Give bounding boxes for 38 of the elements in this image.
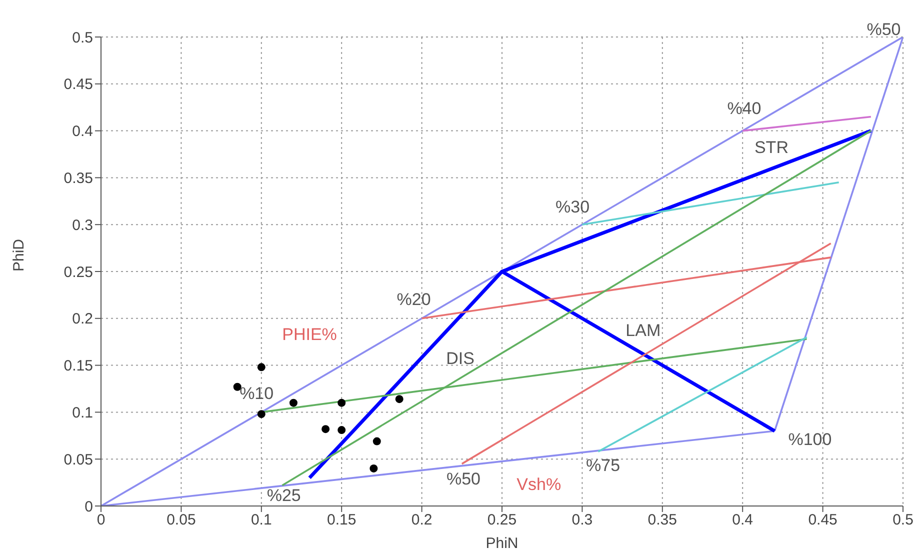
annotation: %30 [556,197,590,216]
x-tick-label: 0.45 [808,512,838,529]
x-tick-label: 0.15 [327,512,356,529]
y-axis-title: PhiD [10,238,28,272]
y-tick-label: 0.35 [64,170,93,188]
y-tick-label: 0.45 [64,76,93,94]
x-tick-label: 0.35 [648,512,677,529]
annotation: %10 [240,384,274,403]
annotation: %20 [396,290,431,310]
annotation: %50 [446,469,481,488]
y-tick-label: 0.05 [64,451,93,468]
annotation: LAM [626,321,661,340]
y-tick-label: 0.4 [72,123,93,140]
x-tick-label: 0.25 [487,512,517,529]
annotation: %25 [266,486,301,506]
y-tick-label: 0.25 [64,264,93,281]
y-tick-label: 0.1 [72,404,93,422]
x-tick-label: 0.1 [250,512,272,529]
x-tick-label: 0 [96,512,106,529]
y-tick-label: 0.2 [72,310,93,328]
x-tick-label: 0.05 [166,512,196,529]
annotation: %50 [866,20,901,39]
y-tick-label: 0.5 [72,29,93,46]
annotation: Vsh% [516,474,562,494]
y-tick-label: 0.15 [64,358,93,375]
annotation: PHIE% [282,324,337,344]
x-tick-label: 0.4 [732,512,754,529]
y-tick-label: 0 [84,498,93,516]
annotation: %40 [727,98,762,118]
y-tick-label: 0.3 [72,216,93,234]
x-tick-label: 0.5 [892,512,914,529]
annotation: %100 [788,430,832,449]
annotation: DIS [446,349,474,368]
x-axis-title: PhiN [486,535,518,552]
annotation: STR [754,138,788,158]
annotation: %75 [586,456,620,476]
x-tick-label: 0.2 [411,512,432,529]
x-tick-label: 0.3 [572,512,593,529]
